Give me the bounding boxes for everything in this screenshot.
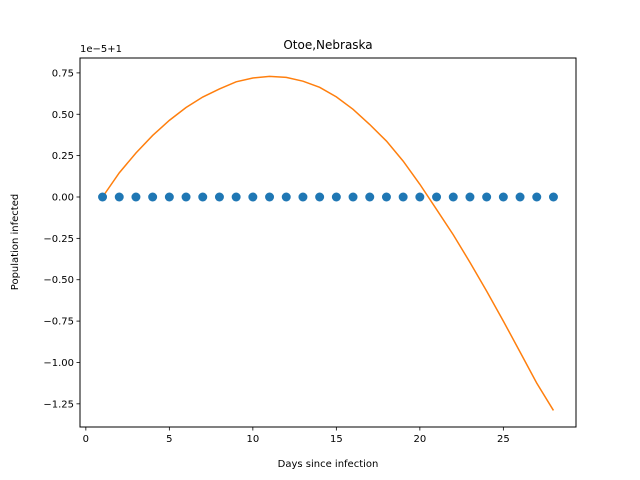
data-point [365, 192, 375, 202]
data-point [548, 192, 558, 202]
x-axis-label: Days since infection [278, 459, 379, 470]
y-tick-label: −0.75 [43, 317, 74, 328]
plot-marks [98, 75, 558, 411]
data-point [248, 192, 258, 202]
y-tick-label: −1.25 [43, 399, 74, 410]
x-tick-label: 20 [413, 434, 426, 445]
data-point [148, 192, 158, 202]
x-tick-label: 10 [246, 434, 259, 445]
fit-line [101, 75, 555, 411]
data-point [131, 192, 141, 202]
data-point [532, 192, 542, 202]
x-axis: 0 5 10 15 20 25 [83, 427, 510, 445]
data-point [298, 192, 308, 202]
data-point [448, 192, 458, 202]
data-point [231, 192, 241, 202]
data-point [164, 192, 174, 202]
data-point [465, 192, 475, 202]
y-tick-label: −1.00 [43, 358, 74, 369]
data-point [198, 192, 208, 202]
data-point [515, 192, 525, 202]
data-point [398, 192, 408, 202]
y-tick-label: 0.75 [52, 68, 74, 79]
data-point [348, 192, 358, 202]
y-tick-label: −0.25 [43, 234, 74, 245]
y-tick-label: −0.50 [43, 275, 74, 286]
data-point [98, 192, 108, 202]
y-axis-label: Population infected [10, 194, 21, 290]
data-point [432, 192, 442, 202]
data-point [214, 192, 224, 202]
x-tick-label: 25 [497, 434, 510, 445]
data-point [381, 192, 391, 202]
y-tick-label: 0.50 [52, 110, 74, 121]
data-point [281, 192, 291, 202]
data-point [331, 192, 341, 202]
data-point [181, 192, 191, 202]
data-point [315, 192, 325, 202]
data-point [482, 192, 492, 202]
y-tick-label: 0.25 [52, 151, 74, 162]
data-point [415, 192, 425, 202]
x-tick-label: 0 [83, 434, 89, 445]
chart-title: Otoe,Nebraska [283, 38, 372, 52]
data-point [114, 192, 124, 202]
y-axis: 0.75 0.50 0.25 0.00 −0.25 −0.50 −0.75 −1.00 −1.2… [43, 68, 80, 410]
data-point [498, 192, 508, 202]
data-point [265, 192, 275, 202]
plot-frame [79, 57, 577, 428]
x-tick-label: 5 [166, 434, 172, 445]
y-tick-label: 0.00 [52, 192, 74, 203]
x-tick-label: 15 [330, 434, 343, 445]
y-offset-label: 1e−5+1 [80, 44, 122, 55]
